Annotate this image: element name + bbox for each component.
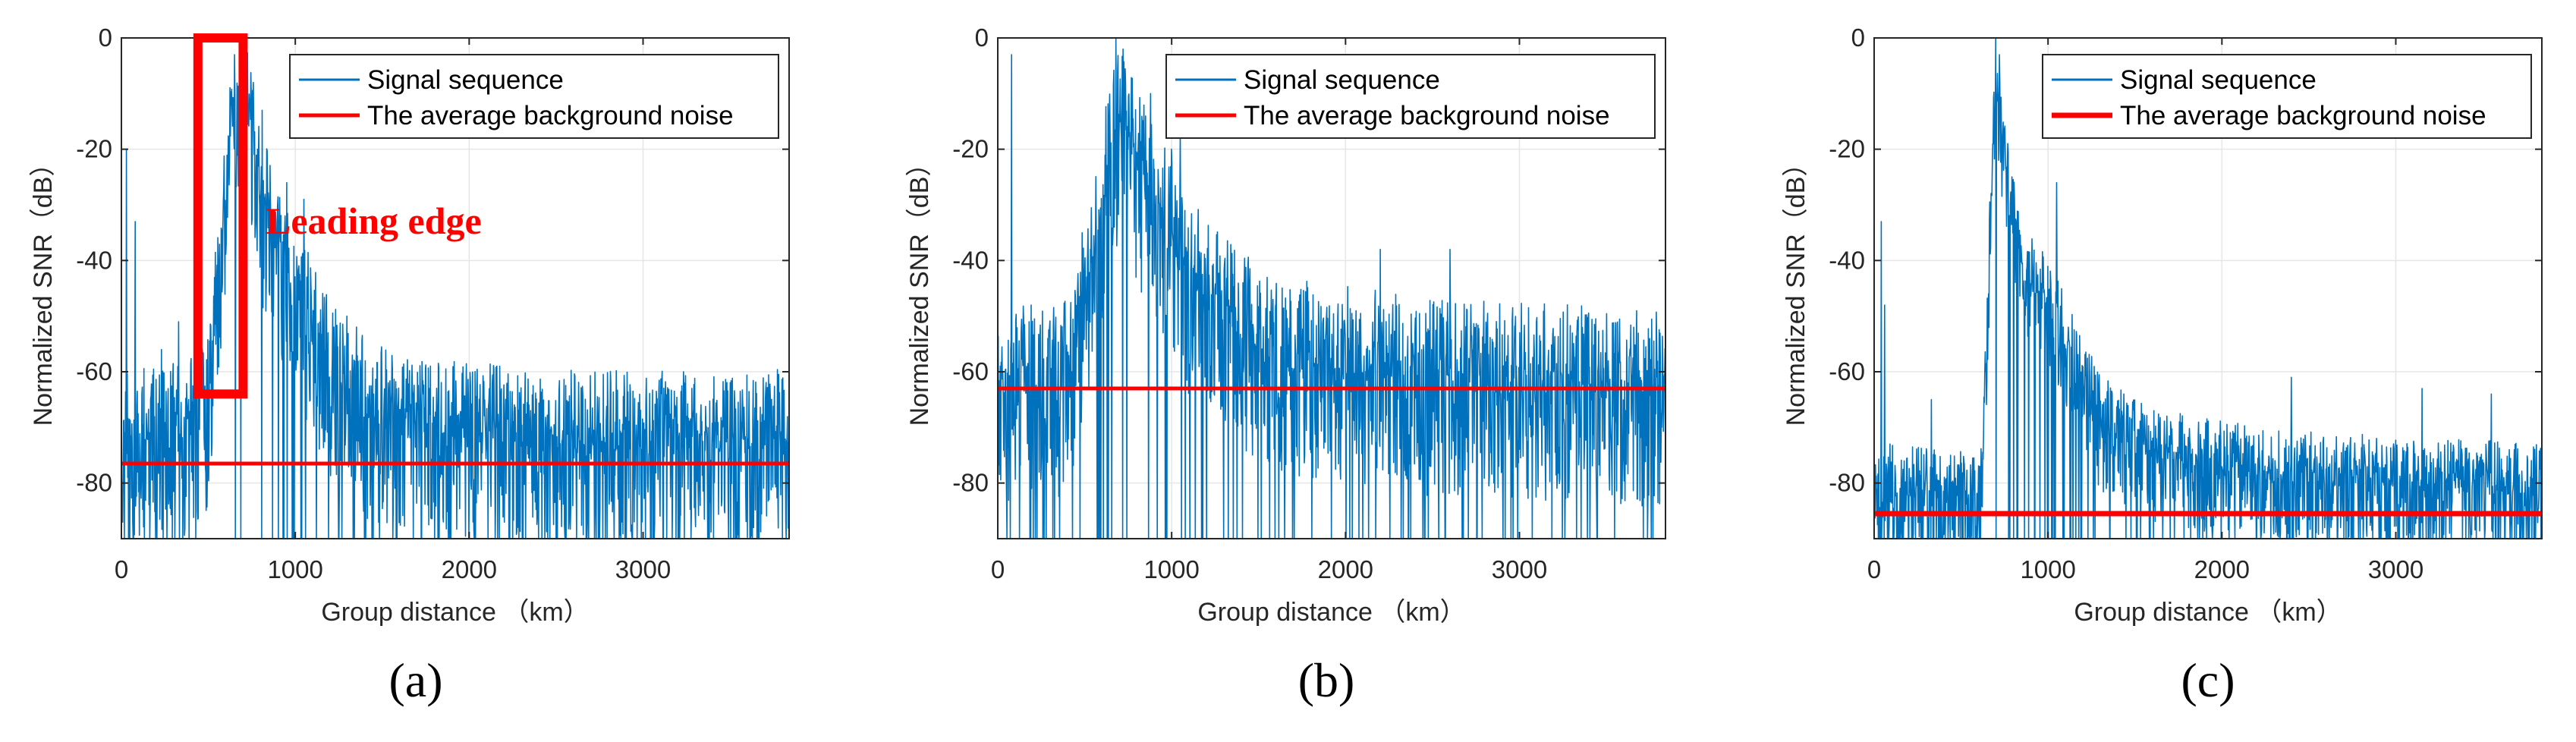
legend-noise-label: The average background noise — [2120, 101, 2486, 130]
y-tick-label: -60 — [952, 357, 989, 385]
y-ticks-a: 0 -20 -40 -60 -80 — [76, 24, 112, 497]
y-tick-label: -80 — [76, 469, 112, 497]
axes-frame-a — [121, 37, 790, 539]
leading-edge-box — [193, 33, 248, 399]
signal-series-a — [121, 38, 789, 539]
y-tick-label: 0 — [975, 24, 989, 52]
y-tick-label: -60 — [1829, 357, 1865, 385]
x-ticks-a: 0 1000 2000 3000 — [115, 555, 671, 583]
x-ticks-c: 0 1000 2000 3000 — [1867, 555, 2423, 583]
y-tick-label: -20 — [76, 135, 112, 163]
y-tick-label: -60 — [76, 357, 112, 385]
y-tick-label: 0 — [1851, 24, 1865, 52]
signal-series-b — [998, 38, 1665, 539]
legend-noise-label: The average background noise — [367, 101, 734, 130]
y-ticks-b: 0 -20 -40 -60 -80 — [952, 24, 989, 497]
legend-signal-label: Signal sequence — [1244, 65, 1440, 95]
signal-line — [121, 38, 789, 539]
y-tick-label: -20 — [1829, 135, 1865, 163]
y-tick-label: -20 — [952, 135, 989, 163]
y-tick-label: -40 — [952, 246, 989, 274]
panel-b: 0 1000 2000 3000 0 -20 -40 -60 -80 Group… — [905, 24, 1666, 627]
panel-c: 0 1000 2000 3000 0 -20 -40 -60 -80 Group… — [1782, 24, 2543, 627]
legend-signal-label: Signal sequence — [2120, 65, 2317, 95]
panel-a: 0 1000 2000 3000 0 -20 -40 -60 -80 Group… — [29, 24, 790, 627]
legend-c: Signal sequence The average background n… — [2042, 54, 2532, 139]
axes-box — [997, 37, 1666, 539]
y-tick-label: 0 — [99, 24, 112, 52]
legend-b: Signal sequence The average background n… — [1165, 54, 1656, 139]
panel-label-c: (c) — [2181, 653, 2235, 707]
y-axis-label-b: Normalized SNR（dB） — [905, 151, 934, 426]
axes-frame-c — [1873, 37, 2543, 539]
y-tick-label: -40 — [76, 246, 112, 274]
x-axis-label-a: Group distance （km） — [321, 598, 589, 627]
signal-line — [1874, 38, 2542, 539]
x-tick-label: 1000 — [2020, 555, 2075, 583]
x-tick-label: 3000 — [1492, 555, 1547, 583]
y-ticks-c: 0 -20 -40 -60 -80 — [1829, 24, 1865, 497]
leading-edge-label: Leading edge — [266, 200, 482, 242]
legend-signal-label: Signal sequence — [367, 65, 564, 95]
x-axis-label-b: Group distance （km） — [1197, 598, 1465, 627]
x-tick-label: 0 — [991, 555, 1005, 583]
x-tick-label: 0 — [115, 555, 128, 583]
x-tick-label: 3000 — [615, 555, 671, 583]
x-tick-label: 2000 — [2194, 555, 2250, 583]
legend-box — [1165, 54, 1656, 139]
legend-box — [289, 54, 779, 139]
x-axis-label-c: Group distance （km） — [2074, 598, 2342, 627]
axes-box — [121, 37, 790, 539]
y-tick-label: -80 — [1829, 469, 1865, 497]
y-axis-label-a: Normalized SNR（dB） — [29, 151, 58, 426]
x-tick-label: 0 — [1867, 555, 1881, 583]
legend-box — [2042, 54, 2532, 139]
x-tick-label: 2000 — [1318, 555, 1373, 583]
x-tick-label: 1000 — [1143, 555, 1199, 583]
x-tick-label: 2000 — [442, 555, 497, 583]
y-axis-label-c: Normalized SNR（dB） — [1782, 151, 1810, 426]
x-tick-label: 3000 — [2368, 555, 2423, 583]
panel-label-b: (b) — [1298, 653, 1355, 707]
x-tick-label: 1000 — [267, 555, 322, 583]
legend-noise-label: The average background noise — [1244, 101, 1610, 130]
panel-label-a: (a) — [388, 653, 442, 707]
signal-line — [998, 38, 1665, 539]
axes-frame-b — [997, 37, 1666, 539]
y-tick-label: -80 — [952, 469, 989, 497]
y-tick-label: -40 — [1829, 246, 1865, 274]
axes-box — [1873, 37, 2543, 539]
legend-a: Signal sequence The average background n… — [289, 54, 779, 139]
signal-series-c — [1874, 38, 2542, 539]
x-ticks-b: 0 1000 2000 3000 — [991, 555, 1547, 583]
